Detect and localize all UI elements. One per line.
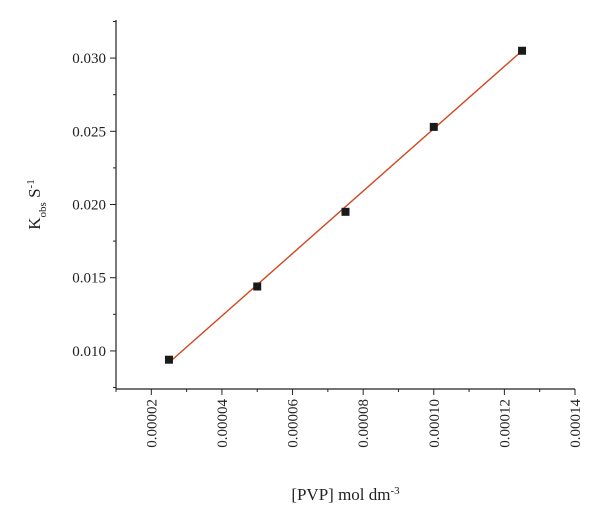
x-tick-label: 0.00004 xyxy=(215,399,231,448)
y-ticks: 0.010 0.015 0.020 0.025 0.030 xyxy=(72,20,116,389)
data-point xyxy=(429,122,438,131)
x-axis-label-sup: -3 xyxy=(391,485,401,497)
y-tick-label: 0.020 xyxy=(72,198,106,214)
data-point xyxy=(518,46,527,55)
y-tick-label: 0.010 xyxy=(72,344,106,360)
data-point xyxy=(341,207,350,216)
x-tick-label: 0.00002 xyxy=(144,399,160,448)
y-axis-label-sup: -1 xyxy=(25,179,37,188)
y-tick-label: 0.015 xyxy=(72,271,106,287)
y-axis-label-sub: obs xyxy=(37,202,49,217)
y-axis-label-mid: S xyxy=(25,188,44,202)
x-tick-label: 0.00010 xyxy=(427,399,443,448)
x-tick-label: 0.00006 xyxy=(286,399,302,448)
x-axis-label-main: [PVP] mol dm xyxy=(291,485,390,504)
x-tick-label: 0.00014 xyxy=(568,399,584,448)
y-tick-label: 0.025 xyxy=(72,124,106,140)
x-axis-label: [PVP] mol dm-3 xyxy=(291,485,400,504)
x-ticks: 0.00002 0.00004 0.00006 0.00008 0.00010 0.000… xyxy=(115,389,584,448)
y-axis-label-main: K xyxy=(25,217,44,230)
y-tick-label: 0.030 xyxy=(72,51,106,67)
data-points xyxy=(164,46,527,364)
x-tick-label: 0.00008 xyxy=(356,399,372,448)
y-axis-label: Kobs S-1 xyxy=(25,179,49,229)
plot-axes xyxy=(115,20,575,390)
data-point xyxy=(164,355,173,364)
data-point xyxy=(253,282,262,291)
x-tick-label: 0.00012 xyxy=(497,399,513,448)
fit-line xyxy=(168,50,523,364)
